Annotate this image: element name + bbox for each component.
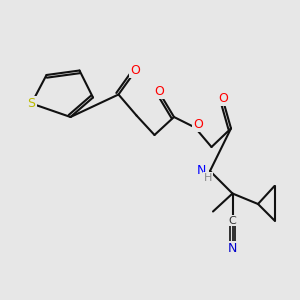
Text: O: O (219, 92, 228, 105)
Text: N: N (196, 164, 206, 178)
Text: H: H (204, 172, 212, 183)
Text: O: O (154, 85, 164, 98)
Text: C: C (229, 215, 236, 226)
Text: O: O (130, 64, 140, 77)
Text: O: O (193, 118, 203, 131)
Text: N: N (228, 242, 237, 255)
Text: S: S (28, 97, 35, 110)
